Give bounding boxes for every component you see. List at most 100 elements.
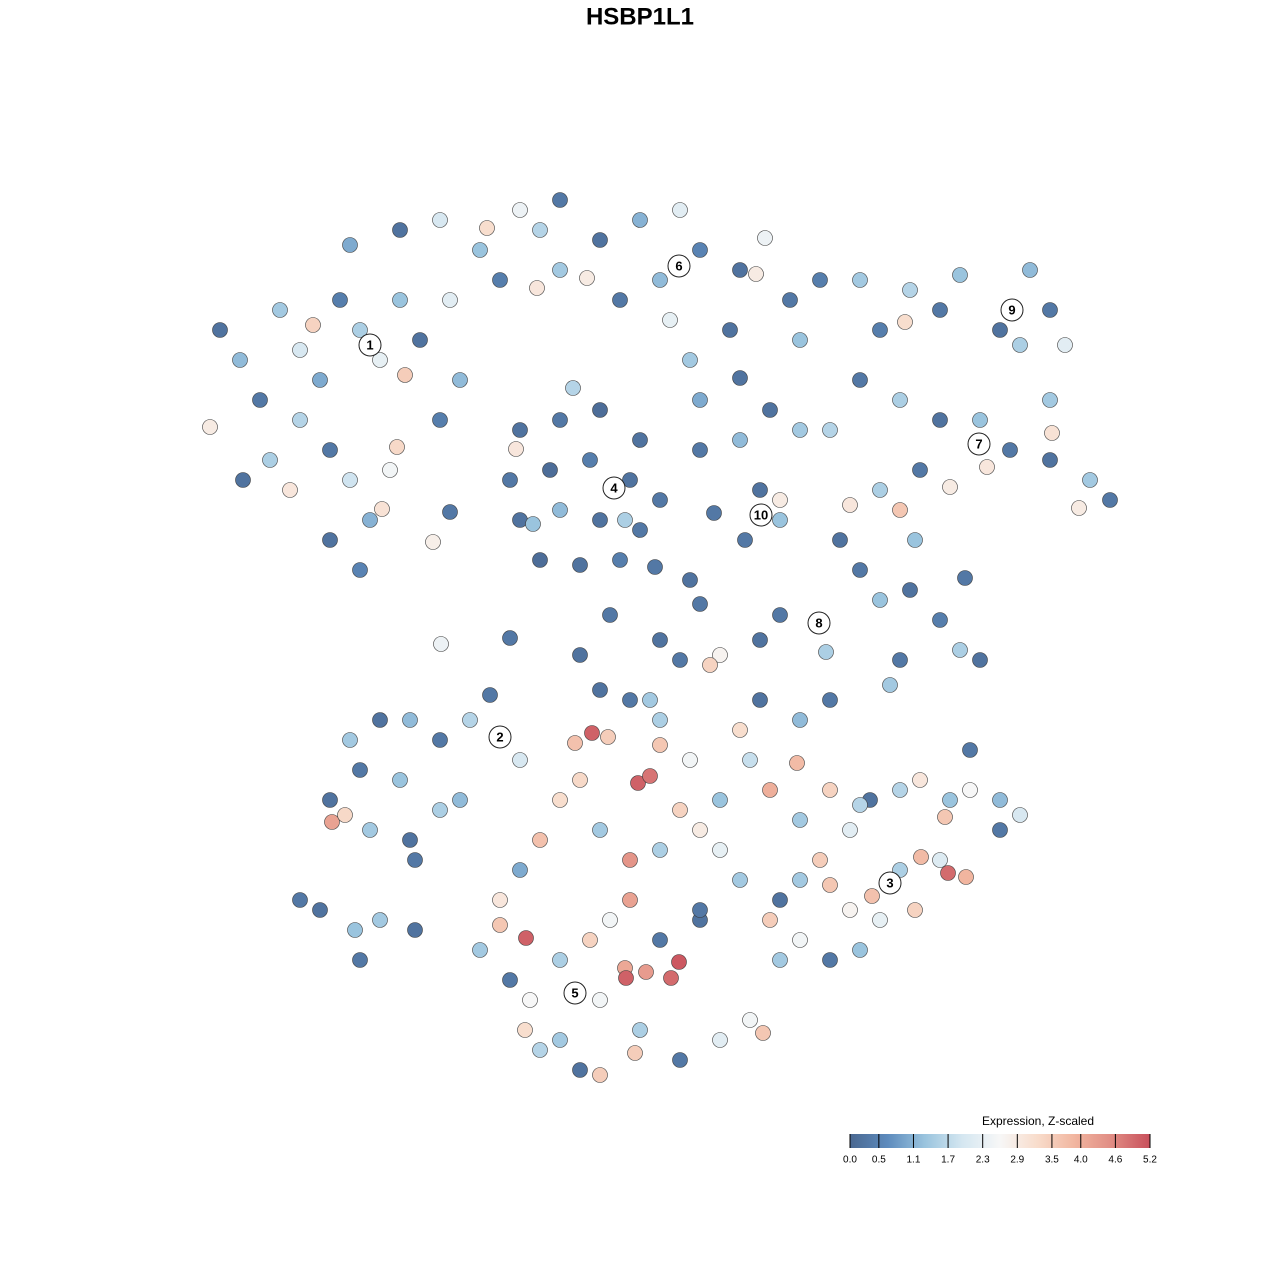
point — [482, 687, 498, 703]
cluster-label-bg — [1000, 298, 1024, 322]
point — [762, 402, 778, 418]
colorbar-tick-label: 1.1 — [907, 1155, 921, 1166]
point — [822, 692, 838, 708]
point — [892, 502, 908, 518]
point — [324, 814, 340, 830]
point — [957, 570, 973, 586]
point — [407, 852, 423, 868]
point — [772, 607, 788, 623]
point — [272, 302, 288, 318]
cluster-label: 1 — [366, 337, 373, 352]
point — [852, 272, 868, 288]
point — [212, 322, 228, 338]
point — [757, 230, 773, 246]
point — [235, 472, 251, 488]
point — [617, 512, 633, 528]
point — [392, 292, 408, 308]
point — [592, 232, 608, 248]
point — [872, 912, 888, 928]
point — [732, 722, 748, 738]
point — [912, 772, 928, 788]
point — [632, 522, 648, 538]
point — [822, 422, 838, 438]
point — [602, 607, 618, 623]
point — [792, 872, 808, 888]
point — [572, 557, 588, 573]
point — [742, 1012, 758, 1028]
point — [818, 644, 834, 660]
point — [1012, 807, 1028, 823]
point — [532, 222, 548, 238]
point — [502, 630, 518, 646]
point — [882, 677, 898, 693]
point — [512, 422, 528, 438]
point — [897, 314, 913, 330]
point — [979, 459, 995, 475]
colorbar-tick-label: 1.7 — [941, 1155, 955, 1166]
point — [932, 852, 948, 868]
point — [737, 532, 753, 548]
point — [972, 412, 988, 428]
point — [852, 797, 868, 813]
point — [822, 782, 838, 798]
point — [772, 512, 788, 528]
point — [952, 267, 968, 283]
point — [652, 492, 668, 508]
cluster-label-bg — [967, 432, 991, 456]
point — [292, 412, 308, 428]
point — [342, 472, 358, 488]
point — [902, 282, 918, 298]
point — [552, 952, 568, 968]
point — [942, 792, 958, 808]
point — [372, 352, 388, 368]
point — [479, 220, 495, 236]
point — [732, 872, 748, 888]
point — [902, 582, 918, 598]
point — [412, 332, 428, 348]
colorbar-tick-label: 4.0 — [1074, 1155, 1088, 1166]
point — [407, 922, 423, 938]
point — [508, 441, 524, 457]
point — [433, 636, 449, 652]
point — [772, 492, 788, 508]
point — [374, 501, 390, 517]
point — [518, 930, 534, 946]
point — [567, 735, 583, 751]
colorbar-tick-label: 2.3 — [976, 1155, 990, 1166]
point — [362, 512, 378, 528]
point — [552, 262, 568, 278]
point — [748, 266, 764, 282]
point — [732, 262, 748, 278]
point — [992, 792, 1008, 808]
point — [452, 792, 468, 808]
point — [652, 632, 668, 648]
point — [652, 932, 668, 948]
point — [452, 372, 468, 388]
point — [892, 392, 908, 408]
point — [552, 412, 568, 428]
point — [305, 317, 321, 333]
point — [352, 762, 368, 778]
point — [932, 612, 948, 628]
point — [842, 822, 858, 838]
point — [512, 202, 528, 218]
point — [232, 352, 248, 368]
point — [472, 942, 488, 958]
point — [962, 782, 978, 798]
point — [842, 497, 858, 513]
point — [352, 952, 368, 968]
point — [402, 712, 418, 728]
point — [362, 822, 378, 838]
point — [940, 865, 956, 881]
point — [292, 342, 308, 358]
cluster-label-bg — [602, 476, 626, 500]
point — [592, 512, 608, 528]
point — [552, 502, 568, 518]
cluster-label-bg — [488, 725, 512, 749]
point — [752, 692, 768, 708]
point — [397, 367, 413, 383]
point — [742, 752, 758, 768]
point — [1022, 262, 1038, 278]
